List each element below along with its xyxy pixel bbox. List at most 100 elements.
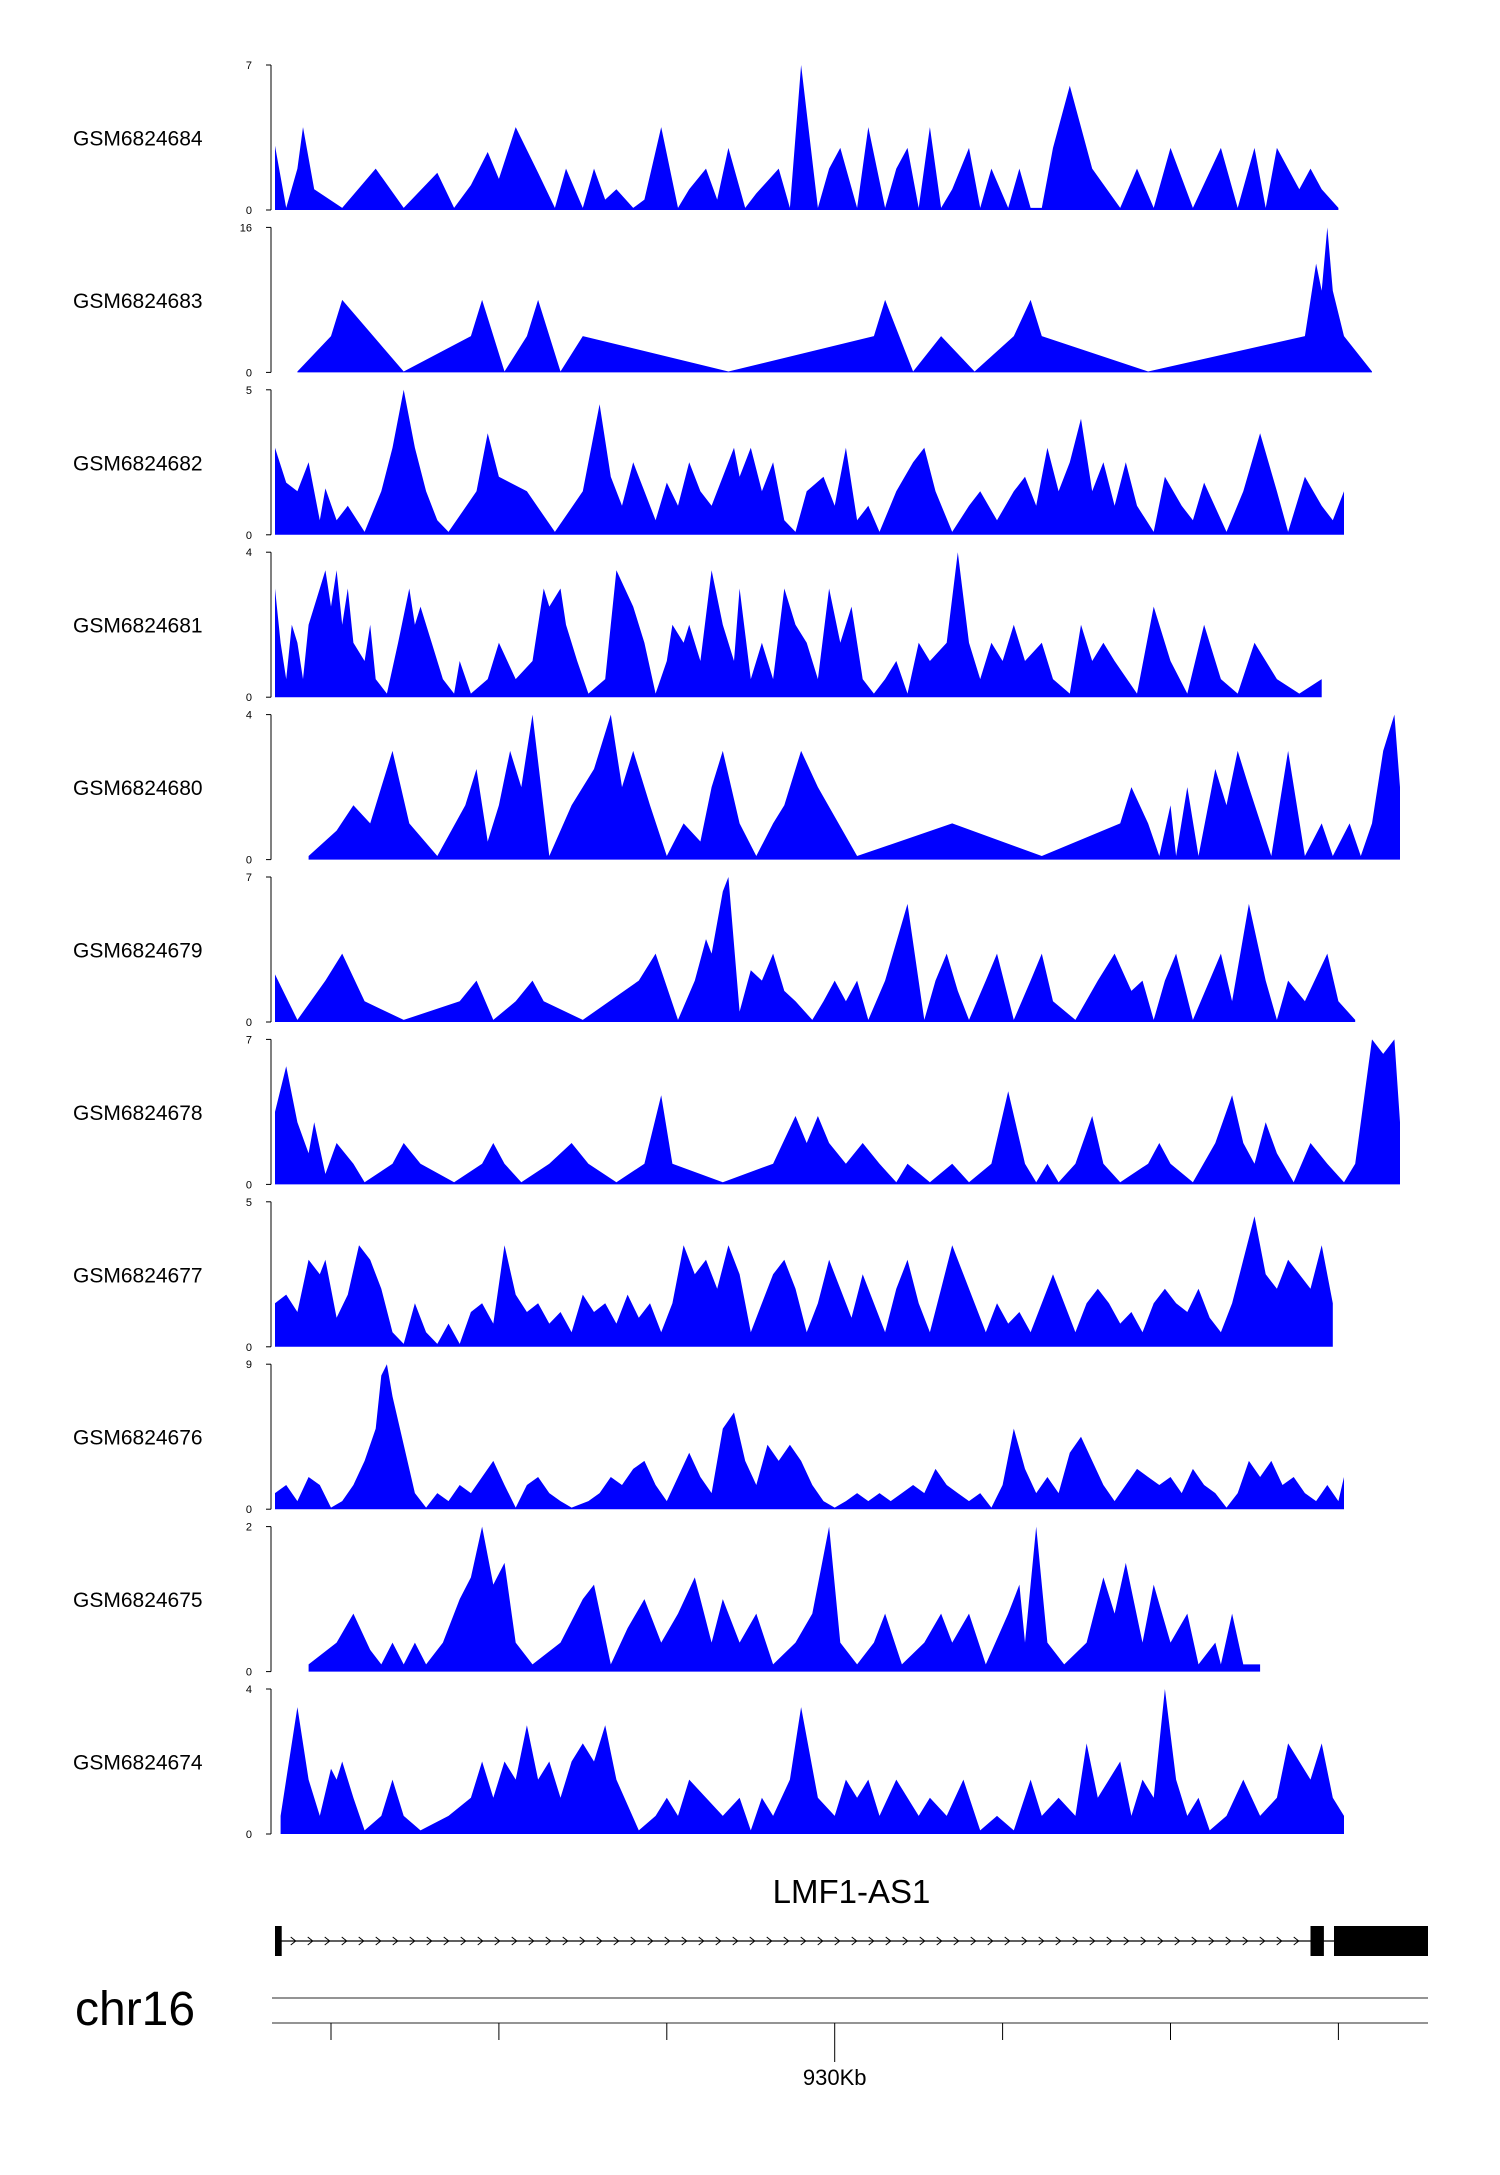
strand-arrow: [834, 1936, 841, 1946]
y-min-label: 0: [246, 692, 252, 704]
strand-arrow: [987, 1936, 994, 1946]
strand-arrow: [681, 1936, 688, 1946]
y-min-label: 0: [246, 1342, 252, 1354]
track-label: GSM6824677: [73, 1264, 203, 1287]
y-min-label: 0: [246, 1504, 252, 1516]
y-max-label: 7: [246, 60, 252, 72]
track-label: GSM6824678: [73, 1102, 203, 1125]
strand-arrow: [1123, 1936, 1130, 1946]
strand-arrow: [953, 1936, 960, 1946]
coverage-track: GSM6824676 9 0: [73, 1359, 1344, 1516]
coverage-track: GSM6824682 5 0: [73, 385, 1344, 542]
strand-arrow: [494, 1936, 501, 1946]
strand-arrow: [426, 1936, 433, 1946]
strand-arrow: [885, 1936, 892, 1946]
strand-arrow: [545, 1936, 552, 1946]
coverage-area: [275, 1364, 1344, 1510]
strand-arrow: [698, 1936, 705, 1946]
strand-arrow: [375, 1936, 382, 1946]
gene-track: LMF1-AS1: [275, 1873, 1428, 1956]
track-label: GSM6824684: [73, 128, 203, 151]
y-max-label: 5: [246, 1197, 252, 1209]
strand-arrow: [1038, 1936, 1045, 1946]
strand-arrow: [664, 1936, 671, 1946]
strand-arrow: [1208, 1936, 1215, 1946]
coverage-track: GSM6824678 7 0: [73, 1034, 1400, 1191]
strand-arrow: [409, 1936, 416, 1946]
y-max-label: 16: [240, 222, 252, 234]
strand-arrow: [1259, 1936, 1266, 1946]
track-label: GSM6824682: [73, 452, 203, 475]
chromosome-label: chr16: [75, 1983, 195, 2036]
strand-arrow: [341, 1936, 348, 1946]
track-label: GSM6824674: [73, 1752, 203, 1775]
y-min-label: 0: [246, 1829, 252, 1841]
strand-arrow: [766, 1936, 773, 1946]
y-min-label: 0: [246, 1667, 252, 1679]
strand-arrow: [1293, 1936, 1300, 1946]
track-label: GSM6824676: [73, 1427, 203, 1450]
coverage-track: GSM6824674 4 0: [73, 1684, 1345, 1841]
coverage-area: [308, 714, 1401, 860]
strand-arrow: [528, 1936, 535, 1946]
strand-arrow: [919, 1936, 926, 1946]
coverage-track: GSM6824683 16 0: [73, 222, 1372, 379]
strand-arrow: [1072, 1936, 1079, 1946]
coverage-tracks: GSM682468470GSM6824683160GSM682468250GSM…: [73, 60, 1401, 1841]
strand-arrow: [1089, 1936, 1096, 1946]
gene-exon: [1310, 1926, 1324, 1956]
coverage-track: GSM6824677 5 0: [73, 1197, 1333, 1354]
strand-arrow: [307, 1936, 314, 1946]
strand-arrow: [1242, 1936, 1249, 1946]
strand-arrow: [868, 1936, 875, 1946]
coverage-area: [280, 1689, 1345, 1834]
coverage-track: GSM6824679 7 0: [73, 872, 1356, 1029]
strand-arrow: [749, 1936, 756, 1946]
track-label: GSM6824679: [73, 940, 203, 963]
coverage-area: [275, 552, 1322, 698]
coverage-area: [275, 1039, 1400, 1185]
strand-arrow: [1004, 1936, 1011, 1946]
strand-arrow: [1276, 1936, 1283, 1946]
strand-arrow: [817, 1936, 824, 1946]
strand-arrow: [392, 1936, 399, 1946]
strand-arrow: [1106, 1936, 1113, 1946]
strand-arrow: [1191, 1936, 1198, 1946]
position-tick-label: 930Kb: [803, 2065, 867, 2090]
y-min-label: 0: [246, 367, 252, 379]
track-label: GSM6824680: [73, 777, 203, 800]
y-max-label: 9: [246, 1359, 252, 1371]
coverage-area: [275, 65, 1339, 210]
coverage-track: GSM6824684 7 0: [73, 60, 1339, 217]
strand-arrow: [477, 1936, 484, 1946]
strand-arrow: [902, 1936, 909, 1946]
strand-arrow: [324, 1936, 331, 1946]
strand-arrow: [460, 1936, 467, 1946]
coverage-track: GSM6824680 4 0: [73, 710, 1401, 867]
coverage-area: [297, 227, 1372, 373]
strand-arrow: [851, 1936, 858, 1946]
coverage-area: [275, 389, 1344, 535]
coverage-track: GSM6824675 2 0: [73, 1522, 1261, 1679]
y-min-label: 0: [246, 855, 252, 867]
track-label: GSM6824683: [73, 290, 203, 313]
y-max-label: 4: [246, 547, 252, 559]
strand-arrow: [613, 1936, 620, 1946]
strand-arrow: [630, 1936, 637, 1946]
strand-arrow: [647, 1936, 654, 1946]
y-max-label: 2: [246, 1522, 252, 1534]
gene-label: LMF1-AS1: [773, 1873, 931, 1910]
strand-arrow: [783, 1936, 790, 1946]
gene-exon: [1334, 1926, 1428, 1956]
y-max-label: 7: [246, 872, 252, 884]
strand-arrow: [562, 1936, 569, 1946]
strand-arrow: [1157, 1936, 1164, 1946]
strand-arrow: [511, 1936, 518, 1946]
coverage-track: GSM6824681 4 0: [73, 547, 1322, 704]
strand-arrow: [443, 1936, 450, 1946]
coverage-area: [308, 1526, 1261, 1672]
track-label: GSM6824675: [73, 1589, 203, 1612]
chromosome-axis: chr16 930Kb: [75, 1983, 1428, 2090]
